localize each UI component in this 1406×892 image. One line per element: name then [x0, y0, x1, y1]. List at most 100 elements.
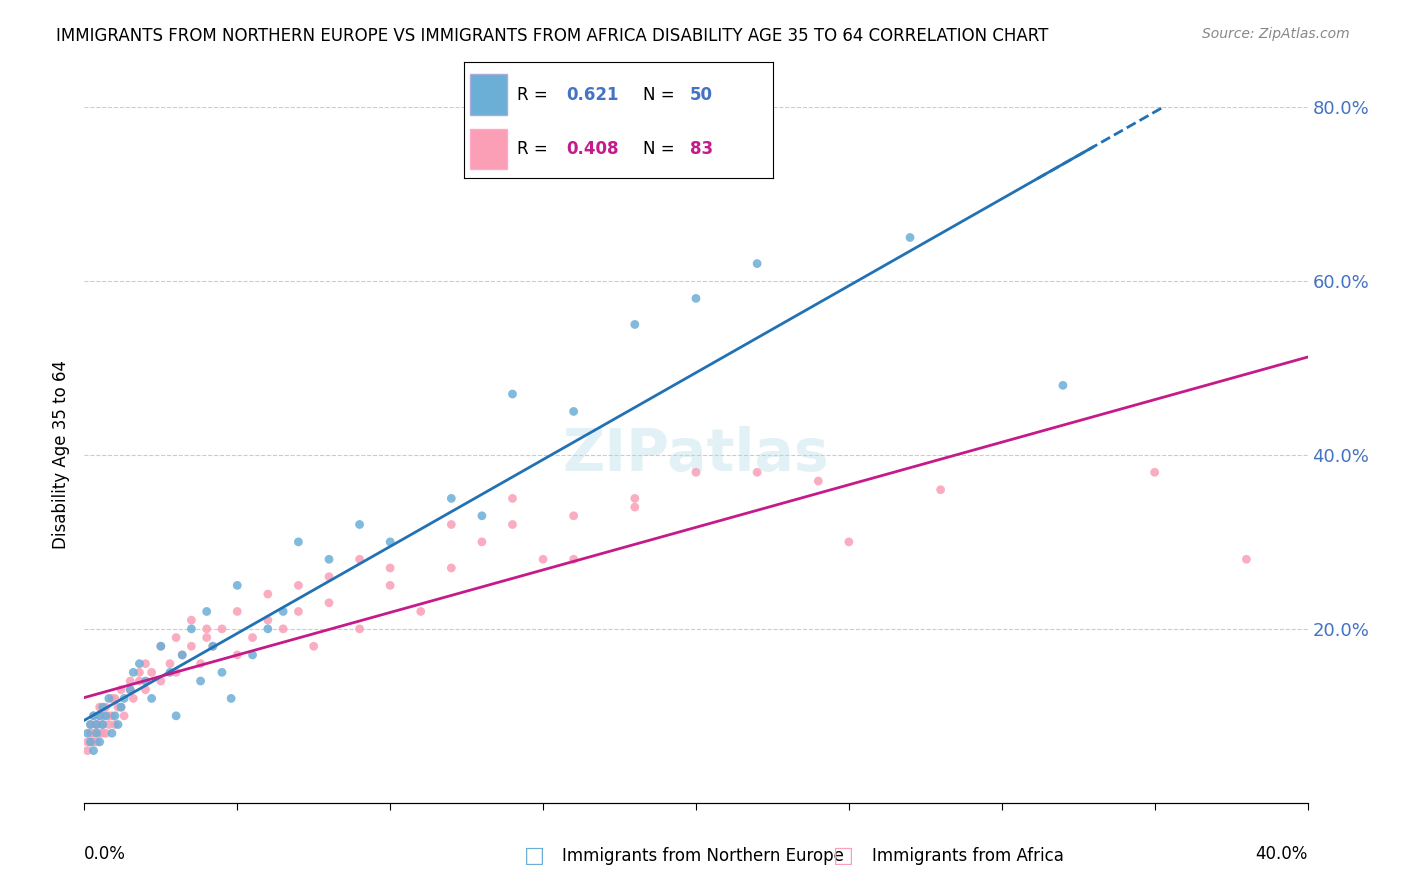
Point: [76, 735, 98, 749]
Point: [86, 717, 108, 731]
Point: [242, 648, 264, 662]
Point: [380, 578, 402, 592]
Point: [747, 256, 769, 270]
Point: [219, 691, 242, 706]
Point: [112, 691, 135, 706]
Text: 50: 50: [690, 86, 713, 103]
Point: [747, 466, 769, 480]
Point: [79, 717, 101, 731]
Point: [141, 665, 163, 680]
Point: [257, 587, 280, 601]
Point: [287, 578, 309, 592]
Point: [624, 318, 647, 332]
Point: [257, 613, 280, 627]
Text: R =: R =: [516, 140, 553, 159]
Point: [76, 744, 98, 758]
Point: [349, 517, 371, 532]
Point: [120, 674, 142, 689]
Point: [149, 639, 172, 653]
Point: [97, 691, 120, 706]
Point: [83, 735, 105, 749]
Point: [380, 534, 402, 549]
Point: [271, 622, 294, 636]
Text: N =: N =: [644, 140, 681, 159]
Point: [104, 717, 127, 731]
Point: [141, 691, 163, 706]
Point: [195, 622, 218, 636]
Point: [110, 682, 132, 697]
Point: [110, 700, 132, 714]
Point: [86, 735, 108, 749]
Point: [91, 717, 114, 731]
Point: [440, 517, 463, 532]
Point: [101, 726, 124, 740]
Point: [349, 622, 371, 636]
Point: [165, 631, 187, 645]
Bar: [470, 74, 508, 114]
Point: [94, 726, 117, 740]
Point: [624, 491, 647, 506]
Point: [104, 691, 127, 706]
Point: [1236, 552, 1258, 566]
Text: □: □: [524, 847, 544, 866]
Point: [165, 708, 187, 723]
Point: [172, 648, 194, 662]
Point: [318, 552, 340, 566]
Text: Immigrants from Africa: Immigrants from Africa: [872, 847, 1063, 865]
Point: [562, 404, 585, 418]
Point: [79, 717, 101, 731]
Point: [86, 717, 108, 731]
Point: [685, 466, 707, 480]
Point: [91, 726, 114, 740]
Text: N =: N =: [644, 86, 681, 103]
Point: [83, 726, 105, 740]
Point: [101, 708, 124, 723]
Point: [318, 570, 340, 584]
Point: [89, 708, 111, 723]
Point: [838, 534, 860, 549]
Point: [76, 726, 98, 740]
Point: [257, 622, 280, 636]
Point: [440, 491, 463, 506]
Point: [349, 552, 371, 566]
Point: [624, 500, 647, 514]
Point: [190, 657, 212, 671]
Point: [120, 682, 142, 697]
Point: [79, 735, 101, 749]
Text: Immigrants from Northern Europe: Immigrants from Northern Europe: [562, 847, 844, 865]
Point: [89, 708, 111, 723]
Text: 0.0%: 0.0%: [84, 845, 127, 863]
Point: [898, 230, 921, 244]
Point: [226, 648, 249, 662]
Point: [83, 708, 105, 723]
Point: [128, 674, 150, 689]
Point: [110, 700, 132, 714]
Point: [685, 291, 707, 305]
Point: [440, 561, 463, 575]
Point: [195, 605, 218, 619]
Point: [97, 717, 120, 731]
Point: [128, 657, 150, 671]
Point: [409, 605, 432, 619]
Point: [128, 665, 150, 680]
Point: [94, 708, 117, 723]
Point: [211, 622, 233, 636]
Point: [97, 708, 120, 723]
Point: [91, 717, 114, 731]
Bar: [470, 128, 508, 169]
Point: [89, 735, 111, 749]
Text: 40.0%: 40.0%: [1256, 845, 1308, 863]
Point: [107, 717, 129, 731]
Point: [211, 665, 233, 680]
Point: [318, 596, 340, 610]
Point: [502, 491, 524, 506]
Point: [91, 708, 114, 723]
Point: [190, 674, 212, 689]
Point: [287, 605, 309, 619]
Text: 83: 83: [690, 140, 713, 159]
Text: □: □: [834, 847, 853, 866]
Point: [502, 387, 524, 401]
Y-axis label: Disability Age 35 to 64: Disability Age 35 to 64: [52, 360, 70, 549]
Point: [271, 605, 294, 619]
Point: [180, 613, 202, 627]
